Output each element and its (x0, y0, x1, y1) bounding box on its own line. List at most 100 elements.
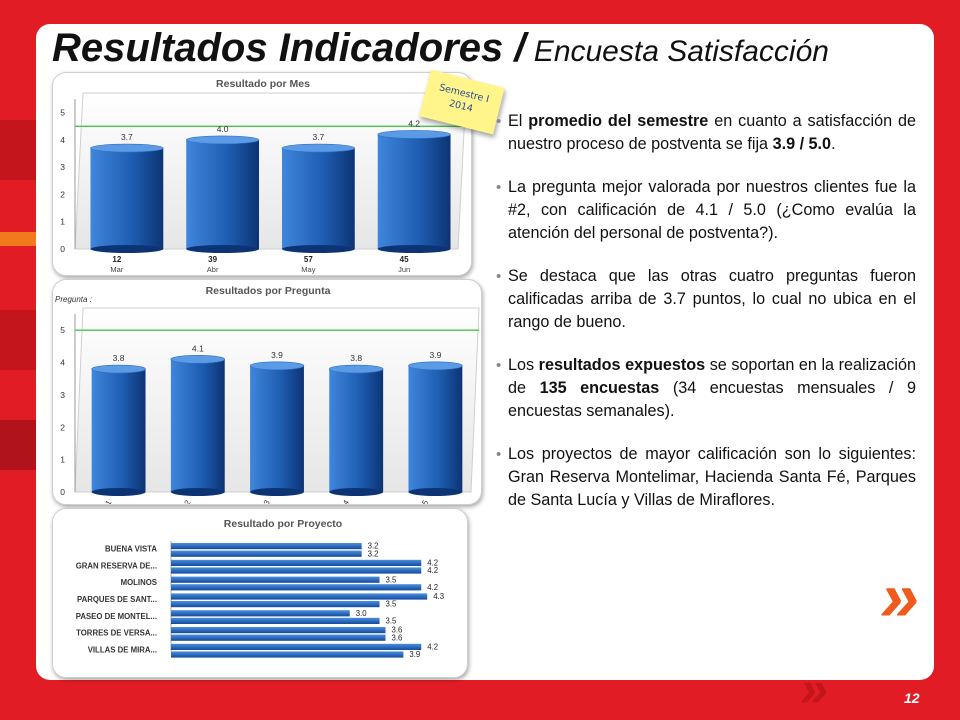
bullet-text: La pregunta mejor valorada por nuestros … (508, 178, 916, 242)
bullet-item: El promedio del semestre en cuanto a sat… (496, 110, 916, 156)
x-tick-label: Mar (110, 265, 123, 274)
chart-panel-project: Resultado por Proyecto 3.2 3.2 4.2 4.2 3.5 4.2… (52, 508, 468, 678)
data-label: 3.9 (429, 350, 441, 360)
bar (250, 365, 304, 492)
data-label: 3.8 (350, 353, 362, 363)
count-label: 57 (304, 255, 313, 264)
bar (281, 148, 355, 249)
data-label: 4.2 (427, 583, 438, 592)
bullet-text: se soportan en la realización de (508, 356, 916, 397)
plot-background (74, 92, 467, 250)
bar (171, 593, 428, 600)
y-tick-label: BUENA VISTA (105, 545, 157, 554)
bar (170, 359, 225, 492)
data-label: 4.2 (427, 643, 438, 652)
bar-top (185, 135, 260, 145)
y-tick-label: 4 (60, 358, 65, 368)
bar-top (170, 355, 226, 364)
bullet-emphasis: 135 encuestas (539, 379, 660, 397)
data-label: 3.6 (392, 626, 403, 635)
bar (171, 550, 362, 557)
bar (171, 651, 404, 658)
bar-base (90, 245, 164, 253)
bullet-item: Se destaca que las otras cuatro pregunta… (496, 265, 916, 334)
bar-base (170, 488, 225, 496)
bar-base (281, 245, 355, 253)
bullet-text: Los (508, 356, 539, 374)
y-tick-label: 2 (60, 422, 65, 432)
data-label: 3.9 (409, 650, 420, 659)
chart-project: Resultado por Proyecto3.23.24.24.23.54.2… (76, 518, 444, 659)
bar (186, 139, 260, 249)
bar-base (408, 488, 463, 496)
bullet-text: . (831, 135, 836, 153)
bar (171, 559, 422, 566)
x-tick-label: 3 (262, 498, 272, 505)
y-tick-label: 5 (60, 325, 65, 335)
bar-top (408, 361, 463, 371)
data-label: 4.0 (217, 124, 229, 134)
bullet-item: La pregunta mejor valorada por nuestros … (496, 176, 916, 245)
data-label: 4.3 (433, 592, 444, 601)
bar (171, 617, 380, 624)
bar (171, 584, 422, 591)
bar-base (91, 488, 146, 496)
x-tick-label: 2 (183, 498, 193, 505)
bullet-text: Se destaca que las otras cuatro pregunta… (508, 267, 916, 331)
bar-top (328, 364, 384, 374)
chart-title: Resultados por Pregunta (206, 285, 331, 297)
data-label: 3.5 (386, 600, 398, 609)
bar (171, 543, 362, 550)
bar (171, 634, 386, 641)
y-tick-label: MOLINOS (121, 578, 157, 587)
bar-base (377, 245, 451, 253)
side-stripe (0, 420, 42, 470)
bullet-text: Los proyectos de mayor calificación son … (508, 445, 916, 509)
bar-top (249, 361, 305, 371)
data-label: 3.2 (368, 542, 379, 551)
chart-corner-label: Pregunta : (55, 295, 92, 304)
bullet-text: (34 encuestas mensuales / 9 encuestas se… (508, 379, 916, 420)
bar-base (329, 488, 384, 496)
y-tick-label: 2 (60, 189, 65, 199)
bar (171, 567, 422, 574)
y-tick-label: PARQUES DE SANT... (77, 595, 157, 604)
bullet-item: Los resultados expuestos se soportan en … (496, 354, 916, 423)
chart-title: Resultado por Proyecto (224, 518, 342, 530)
chart-month: Resultado por Mes0123453.712Mar4.039Abr3… (60, 78, 467, 274)
bar-top (377, 130, 451, 139)
bar-top (91, 364, 146, 374)
chart-panel-question: Resultados por Pregunta Pregunta : 0 1 2 3 4 5 3… (52, 279, 482, 505)
x-tick-label: Abr (207, 265, 219, 274)
bar (408, 365, 463, 492)
bar (171, 643, 422, 650)
bar (171, 627, 386, 634)
bullet-emphasis: 3.9 / 5.0 (772, 135, 832, 153)
count-label: 45 (400, 255, 409, 264)
data-label: 3.2 (368, 549, 379, 558)
y-tick-label: 1 (60, 455, 65, 465)
page-title: Resultados Indicadores / Encuesta Satisf… (52, 26, 829, 71)
data-label: 4.1 (192, 343, 204, 353)
bullet-item: Los proyectos de mayor calificación son … (496, 443, 916, 512)
side-stripe (0, 232, 42, 246)
y-tick-label: PASEO DE MONTEL... (76, 612, 157, 621)
bar (91, 369, 146, 492)
data-label: 3.8 (113, 353, 125, 363)
title-sub: Encuesta Satisfacción (525, 35, 829, 68)
bar (171, 576, 380, 583)
bar (90, 148, 164, 249)
y-tick-label: 3 (60, 162, 65, 172)
data-label: 4.2 (408, 118, 420, 128)
y-tick-label: TORRES DE VERSA... (76, 629, 157, 638)
chart-question: Resultados por Pregunta Pregunta : 0 1 2 3 4 5 3… (55, 285, 480, 505)
x-tick-label: Jun (398, 265, 410, 274)
bullet-list: El promedio del semestre en cuanto a sat… (496, 110, 916, 532)
y-tick-label: 0 (60, 244, 65, 254)
side-stripe (0, 120, 42, 180)
page-number: 12 (904, 690, 920, 706)
y-tick-label: 3 (60, 390, 65, 400)
x-tick-label: 4 (341, 498, 351, 505)
y-tick-label: 4 (60, 135, 65, 145)
y-tick-label: VILLAS DE MIRA... (88, 645, 157, 654)
